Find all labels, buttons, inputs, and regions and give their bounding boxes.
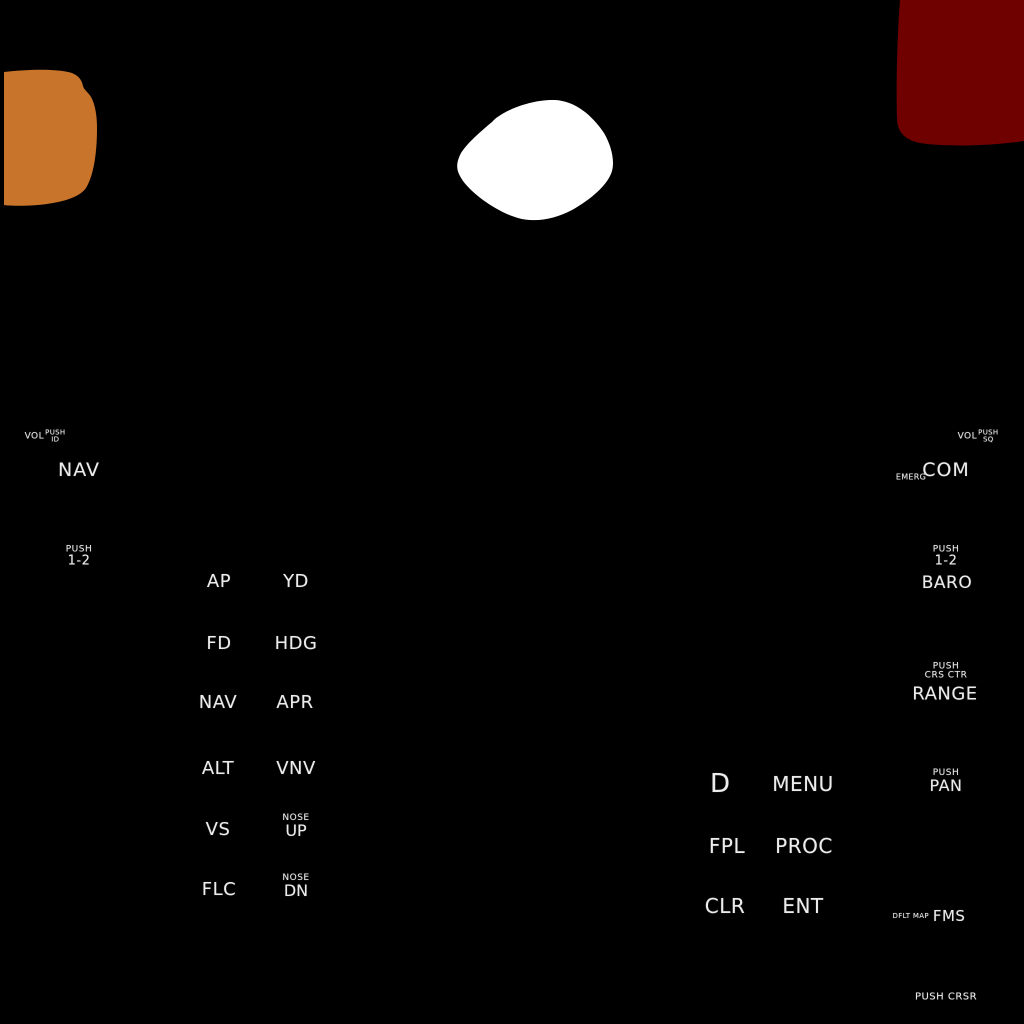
nav-swap-1-2-label[interactable]: PUSH 1-2 [65,544,93,569]
nav-id-text: ID [51,436,60,444]
dflt-map-label: DFLT MAP [892,912,929,920]
orange-glare-shape [4,69,97,206]
afcs-key-yd[interactable]: YD [283,570,309,592]
proc-key[interactable]: PROC [775,834,833,858]
com-sq-text: SQ [983,436,994,444]
range-knob-label[interactable]: RANGE [912,683,978,705]
afcs-key-vnv[interactable]: VNV [276,757,316,779]
fms-knob-label[interactable]: DFLT MAP FMS [893,907,966,925]
nav-push-text: PUSH [45,428,66,437]
baro-knob-label[interactable]: BARO [921,573,973,593]
clr-key[interactable]: CLR [704,894,746,918]
afcs-key-nav[interactable]: NAV [198,691,238,713]
afcs-key-vs[interactable]: VS [205,818,231,840]
com-knob-label[interactable]: COM [922,459,970,481]
com-swap-1-2-label[interactable]: PUSH 1-2 [932,544,960,569]
com-vol-text: VOL [957,432,978,442]
afcs-key-fd[interactable]: FD [206,632,232,654]
nav-vol-text: VOL [24,432,45,442]
nose-up-sub: NOSE [282,812,310,823]
afcs-key-ap[interactable]: AP [206,570,232,592]
ent-key[interactable]: ENT [782,894,824,918]
red-glare-shape [896,0,1024,146]
emerg-label: EMERG [895,472,927,482]
com-vol-knob-label[interactable]: VOL PUSH SQ [957,428,999,445]
fpl-key[interactable]: FPL [708,834,746,858]
afcs-key-hdg[interactable]: HDG [274,632,318,654]
menu-key[interactable]: MENU [772,772,834,796]
afcs-key-nose-dn[interactable]: NOSE DN [282,872,310,901]
nav-knob-label[interactable]: NAV [58,459,100,481]
afcs-key-flc[interactable]: FLC [201,878,237,900]
afcs-key-nose-up[interactable]: NOSE UP [282,812,310,841]
fms-label-text: FMS [932,907,966,925]
direct-to-key[interactable]: D [709,769,731,799]
crs-ctr-label[interactable]: PUSH CRS CTR [924,661,968,681]
push-crsr-label[interactable]: PUSH CRSR [914,991,978,1003]
com-push-text: PUSH [978,428,999,437]
afcs-key-alt[interactable]: ALT [201,757,235,779]
afcs-key-apr[interactable]: APR [276,691,314,713]
nose-dn-sub: NOSE [282,872,310,883]
screen-glare-highlight-shape [457,99,614,221]
pan-joystick-label[interactable]: PUSH PAN [929,767,963,796]
nav-vol-knob-label[interactable]: VOL PUSH ID [24,428,66,445]
